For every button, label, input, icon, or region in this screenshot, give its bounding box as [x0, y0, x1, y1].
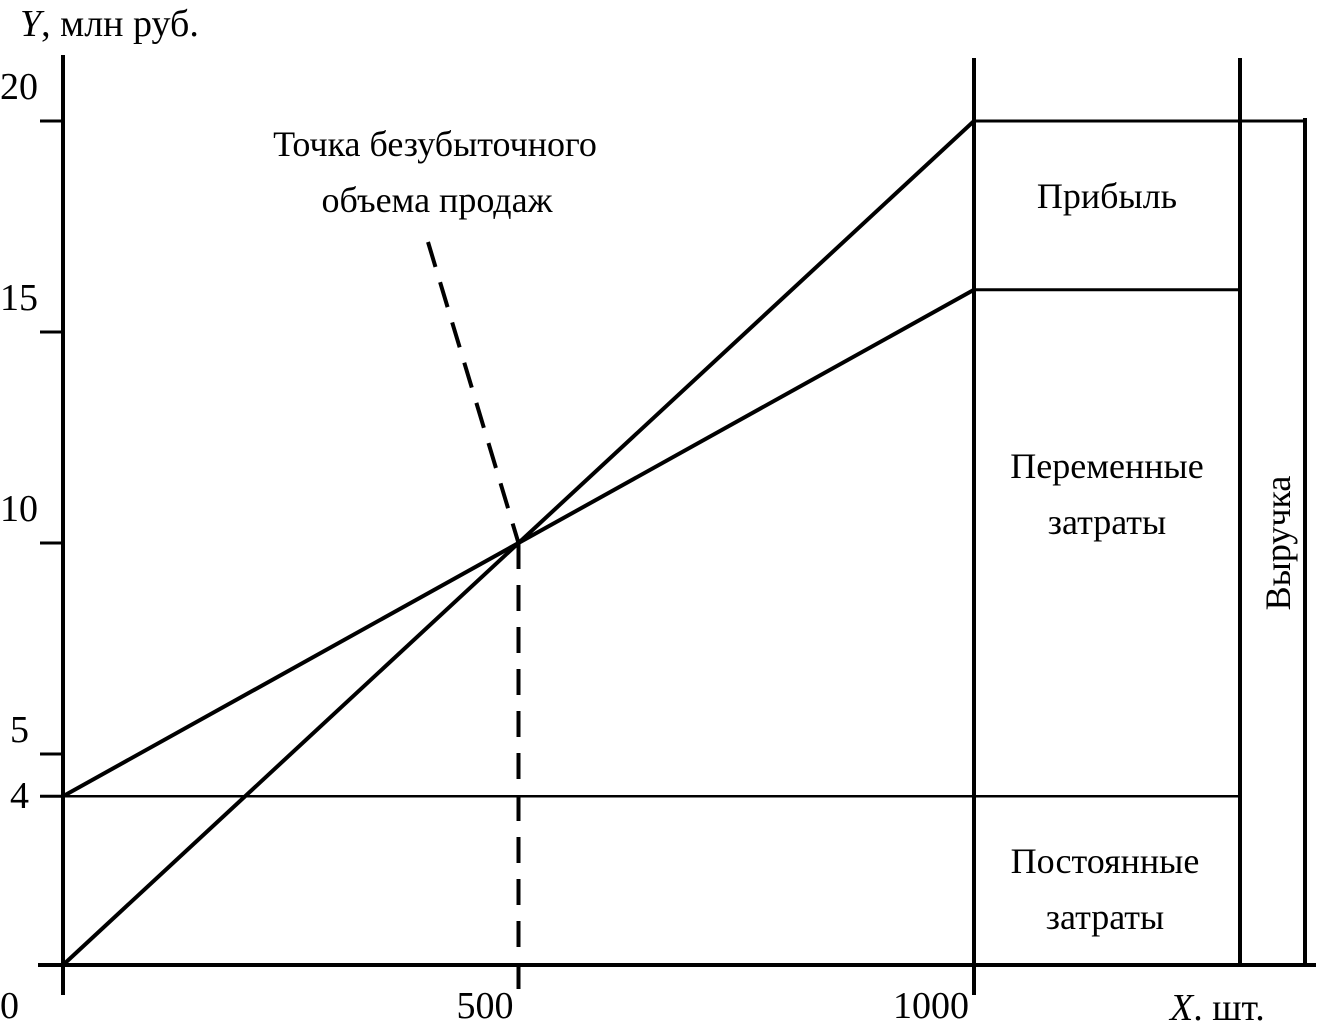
y-tick-label: 4	[10, 775, 29, 817]
y-tick-marks	[40, 119, 63, 798]
variable-costs-label-line1: Переменные	[1010, 446, 1203, 486]
origin-label: 0	[0, 985, 19, 1022]
y-tick-label: 10	[0, 488, 38, 530]
x-tick-label: 500	[457, 985, 514, 1022]
y-axis-label: Y, млн руб.	[20, 3, 199, 45]
break-even-label-line2: объема продаж	[322, 180, 554, 220]
break-even-label-line1: Точка безубыточного	[273, 124, 597, 164]
profit-label: Прибыль	[1037, 176, 1177, 216]
x-tick-labels: 500 1000	[457, 985, 970, 1022]
fixed-costs-label-line1: Постоянные	[1011, 841, 1200, 881]
y-tick-label: 20	[0, 66, 38, 108]
y-tick-label: 5	[10, 709, 29, 751]
fixed-costs-label-line2: затраты	[1046, 897, 1164, 937]
y-tick-label: 15	[0, 277, 38, 319]
x-tick-label: 1000	[893, 985, 969, 1022]
variable-costs-label-line2: затраты	[1048, 502, 1166, 542]
break-even-leader-dashed	[426, 241, 521, 544]
y-tick-labels: 4 5 10 15 20	[0, 66, 38, 817]
revenue-label: Выручка	[1258, 476, 1298, 611]
x-axis-label: X. шт.	[1168, 987, 1265, 1022]
